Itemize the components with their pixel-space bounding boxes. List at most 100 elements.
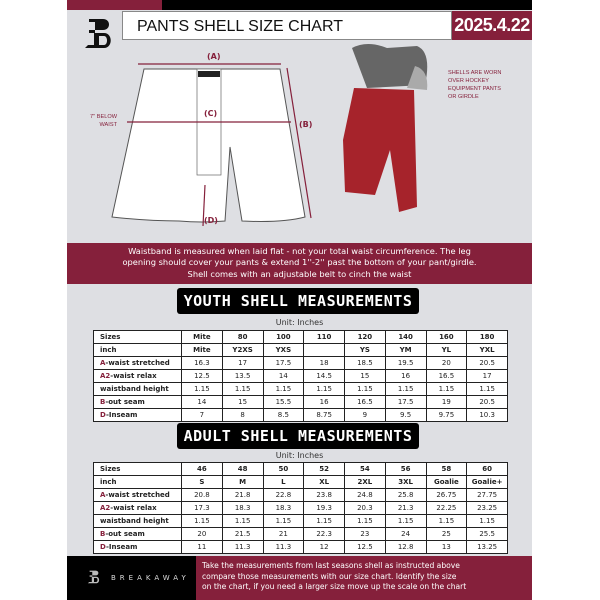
row-label: waistband height xyxy=(93,382,182,396)
row-label: Sizes xyxy=(93,462,182,476)
measure-code: D xyxy=(100,411,106,419)
table-cell: 20.5 xyxy=(466,395,508,409)
note-line: 7'' BELOW xyxy=(89,114,117,120)
table-cell: 21.5 xyxy=(221,527,264,541)
table-cell: 22.3 xyxy=(303,527,345,541)
table-cell: 22.25 xyxy=(425,501,468,515)
table-cell: XL xyxy=(303,475,345,489)
measurement-info-banner: Waistband is measured when laid flat - n… xyxy=(67,243,532,284)
footer-brand-block: BREAKAWAY xyxy=(67,556,196,600)
label-a: (A) xyxy=(207,52,221,61)
table-row: A2-waist relax 12.5 13.5 14 14.5 15 16 16.5 17 xyxy=(93,369,508,383)
table-cell: 8 xyxy=(221,408,264,422)
table-cell: 18 xyxy=(303,356,345,370)
table-cell: 26.75 xyxy=(425,488,468,502)
table-cell: YL xyxy=(425,343,468,357)
table-cell: 21.8 xyxy=(221,488,264,502)
measure-name: -Inseam xyxy=(105,411,138,419)
table-cell: 11.3 xyxy=(221,540,264,554)
table-cell: 1.15 xyxy=(466,514,508,528)
measure-name: -waist relax xyxy=(110,504,157,512)
table-row: Sizes 46 48 50 52 54 56 58 60 xyxy=(93,462,508,476)
row-label: D-Inseam xyxy=(93,408,182,422)
table-cell: 22.8 xyxy=(262,488,305,502)
table-cell: 1.15 xyxy=(221,382,264,396)
table-cell: 46 xyxy=(181,462,223,476)
table-cell: M xyxy=(221,475,264,489)
table-cell: 12.8 xyxy=(384,540,427,554)
table-cell: 14 xyxy=(181,395,223,409)
table-cell: 60 xyxy=(466,462,508,476)
page-title: PANTS SHELL SIZE CHART xyxy=(122,11,452,40)
table-cell: 58 xyxy=(425,462,468,476)
table-cell: 23 xyxy=(344,527,386,541)
youth-section-title: YOUTH SHELL MEASUREMENTS xyxy=(177,288,419,314)
breakaway-logo-icon xyxy=(85,19,111,48)
table-cell: 17.5 xyxy=(384,395,427,409)
date-badge: 2025.4.22 xyxy=(452,11,532,40)
youth-size-table: Sizes Mite 80 100 110 120 140 160 180 inch Mite Y2X… xyxy=(93,330,508,422)
table-cell: 21 xyxy=(262,527,305,541)
measure-code: A xyxy=(100,491,106,499)
adult-size-table: Sizes 46 48 50 52 54 56 58 60 inch S M L XL 2XL 3XL Goal… xyxy=(93,462,508,554)
table-cell: 11.3 xyxy=(262,540,305,554)
table-cell: 8.5 xyxy=(262,408,305,422)
table-cell: 20 xyxy=(425,356,468,370)
table-cell: 18.5 xyxy=(344,356,386,370)
table-row: inch Mite Y2XS YXS YS YM YL YXL xyxy=(93,343,508,357)
table-cell: 160 xyxy=(425,330,468,344)
table-row: A-waist stretched 20.8 21.8 22.8 23.8 24.8 25.… xyxy=(93,488,508,502)
table-row: B-out seam 20 21.5 21 22.3 23 24 25 25.5 xyxy=(93,527,508,541)
table-cell: 1.15 xyxy=(221,514,264,528)
table-cell: 120 xyxy=(344,330,386,344)
table-cell: L xyxy=(262,475,305,489)
table-cell: 2XL xyxy=(344,475,386,489)
table-cell: 9.5 xyxy=(384,408,427,422)
table-cell: 180 xyxy=(466,330,508,344)
measure-name: -waist stretched xyxy=(105,491,170,499)
table-cell: 20 xyxy=(181,527,223,541)
measure-name: waistband height xyxy=(100,517,169,525)
measure-code: A xyxy=(100,359,106,367)
table-cell: 1.15 xyxy=(425,382,468,396)
table-cell: 14.5 xyxy=(303,369,345,383)
table-cell: 16.5 xyxy=(344,395,386,409)
table-cell: 27.75 xyxy=(466,488,508,502)
table-cell: 9.75 xyxy=(425,408,468,422)
row-label: waistband height xyxy=(93,514,182,528)
table-cell: Goalie xyxy=(425,475,468,489)
row-label: A2-waist relax xyxy=(93,501,182,515)
measure-code: A2 xyxy=(100,372,111,380)
top-black-bar xyxy=(162,0,532,10)
table-cell: S xyxy=(181,475,223,489)
table-cell: 17.5 xyxy=(262,356,305,370)
table-cell: 18.3 xyxy=(262,501,305,515)
row-label: B-out seam xyxy=(93,395,182,409)
table-cell: 1.15 xyxy=(466,382,508,396)
table-cell: 20.8 xyxy=(181,488,223,502)
table-cell: 19.5 xyxy=(384,356,427,370)
table-cell: 13.25 xyxy=(466,540,508,554)
table-cell: 12 xyxy=(303,540,345,554)
table-cell: 110 xyxy=(303,330,345,344)
table-cell: 24.8 xyxy=(344,488,386,502)
table-cell: 15 xyxy=(221,395,264,409)
table-row: D-Inseam 11 11.3 11.3 12 12.5 12.8 13 13.25 xyxy=(93,540,508,554)
table-cell: 19 xyxy=(425,395,468,409)
table-cell: YM xyxy=(384,343,427,357)
table-cell: 13.5 xyxy=(221,369,264,383)
table-cell: 1.15 xyxy=(181,514,223,528)
table-cell: 9 xyxy=(344,408,386,422)
banner-line: opening should cover your pants & extend… xyxy=(122,257,477,268)
row-label: inch xyxy=(93,475,182,489)
adult-unit-label: Unit: Inches xyxy=(275,451,324,460)
table-cell: 1.15 xyxy=(303,382,345,396)
table-cell: 1.15 xyxy=(384,514,427,528)
pants-diagram: (A) (C) (B) (D) 7'' BELOW WAIST SHELLS A… xyxy=(67,40,532,242)
measure-code: D xyxy=(100,543,106,551)
top-accent-bar xyxy=(67,0,162,10)
table-cell: 17.3 xyxy=(181,501,223,515)
table-cell: 52 xyxy=(303,462,345,476)
note-line: OR GIRDLE xyxy=(448,94,479,100)
table-cell: 19.3 xyxy=(303,501,345,515)
